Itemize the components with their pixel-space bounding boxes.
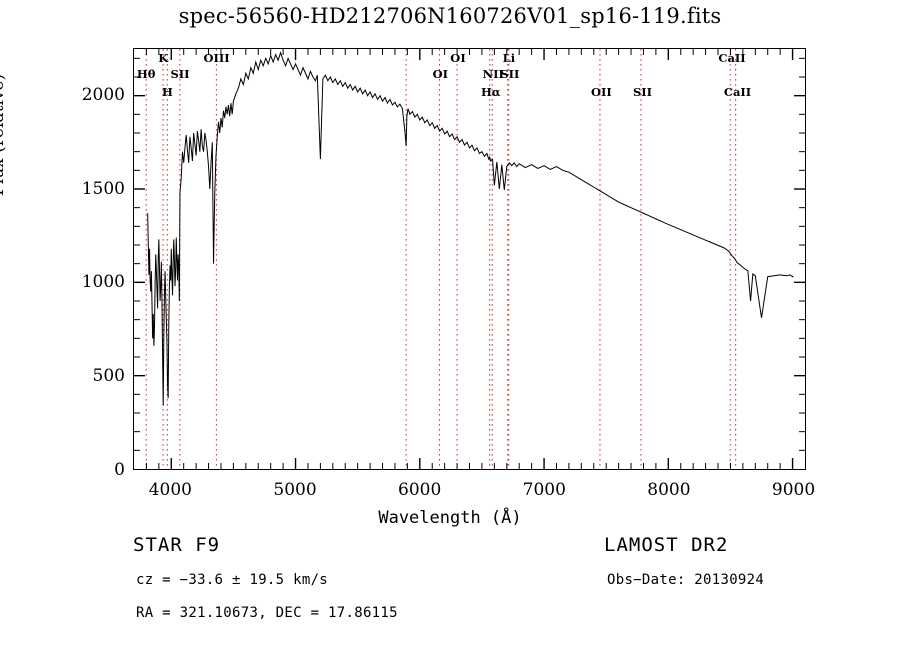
y-axis-ticks (134, 58, 805, 450)
survey-name-text: LAMOST DR2 (604, 534, 729, 556)
obs-date-text: Obs−Date: 20130924 (607, 572, 765, 588)
spectral-line-label: Li (502, 51, 516, 65)
spectral-line-label: NII (482, 67, 504, 81)
x-tick-label: 7000 (522, 480, 566, 500)
y-tick-label: 0 (114, 460, 125, 480)
spectral-line-label: OIII (203, 51, 230, 65)
spectral-line-label: SII (632, 85, 653, 99)
y-axis-label: Flux (relative) (0, 73, 8, 196)
x-tick-label: 8000 (647, 480, 691, 500)
spectral-line-label: CaII (723, 85, 752, 99)
spectral-line-label: OI (450, 51, 466, 65)
y-tick-label: 1500 (81, 178, 125, 199)
spectral-line-label: Hα (480, 85, 501, 99)
spectral-line-label: SII (170, 67, 190, 81)
y-tick-label: 1000 (81, 272, 125, 293)
y-tick-label: 500 (92, 366, 125, 387)
coordinates-text: RA = 321.10673, DEC = 17.86115 (136, 605, 398, 621)
spectral-line-label: OI (432, 67, 448, 81)
spectrum-trace (148, 53, 794, 406)
redshift-velocity-text: cz = −33.6 ± 19.5 km/s (136, 572, 329, 588)
y-tick-label: 2000 (81, 84, 125, 105)
x-tick-label: 4000 (148, 480, 192, 500)
spectral-line-label: OII (591, 85, 612, 99)
x-tick-label: 9000 (771, 480, 816, 500)
spectral-line-label: H (161, 85, 173, 99)
page-title: spec-56560-HD212706N160726V01_sp16-119.f… (178, 4, 722, 28)
spectral-line-label: Hθ (136, 67, 156, 81)
x-axis-ticks (146, 49, 792, 469)
spectral-line-label: SII (500, 67, 520, 81)
line-marker-guides (146, 49, 735, 469)
spectral-line-label: K (158, 51, 169, 65)
plot-frame: Hθ K SII H OIII OI OI Li NII SII Hα OII SII CaII CaII (133, 48, 806, 470)
x-tick-label: 6000 (398, 480, 442, 500)
x-tick-label: 5000 (273, 480, 317, 500)
x-axis-label: Wavelength (Å) (378, 508, 522, 528)
spectral-line-label: CaII (718, 51, 746, 65)
spectrum-canvas (134, 49, 805, 469)
object-class-text: STAR F9 (133, 534, 221, 556)
